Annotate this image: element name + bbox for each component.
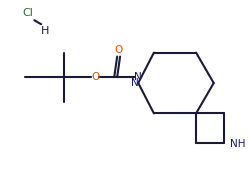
Text: H: H bbox=[41, 26, 49, 36]
Text: NH: NH bbox=[230, 139, 246, 149]
Text: O: O bbox=[115, 45, 123, 55]
Text: N: N bbox=[131, 78, 139, 88]
Text: Cl: Cl bbox=[22, 8, 33, 18]
Text: O: O bbox=[91, 72, 99, 82]
Text: N: N bbox=[134, 72, 142, 82]
